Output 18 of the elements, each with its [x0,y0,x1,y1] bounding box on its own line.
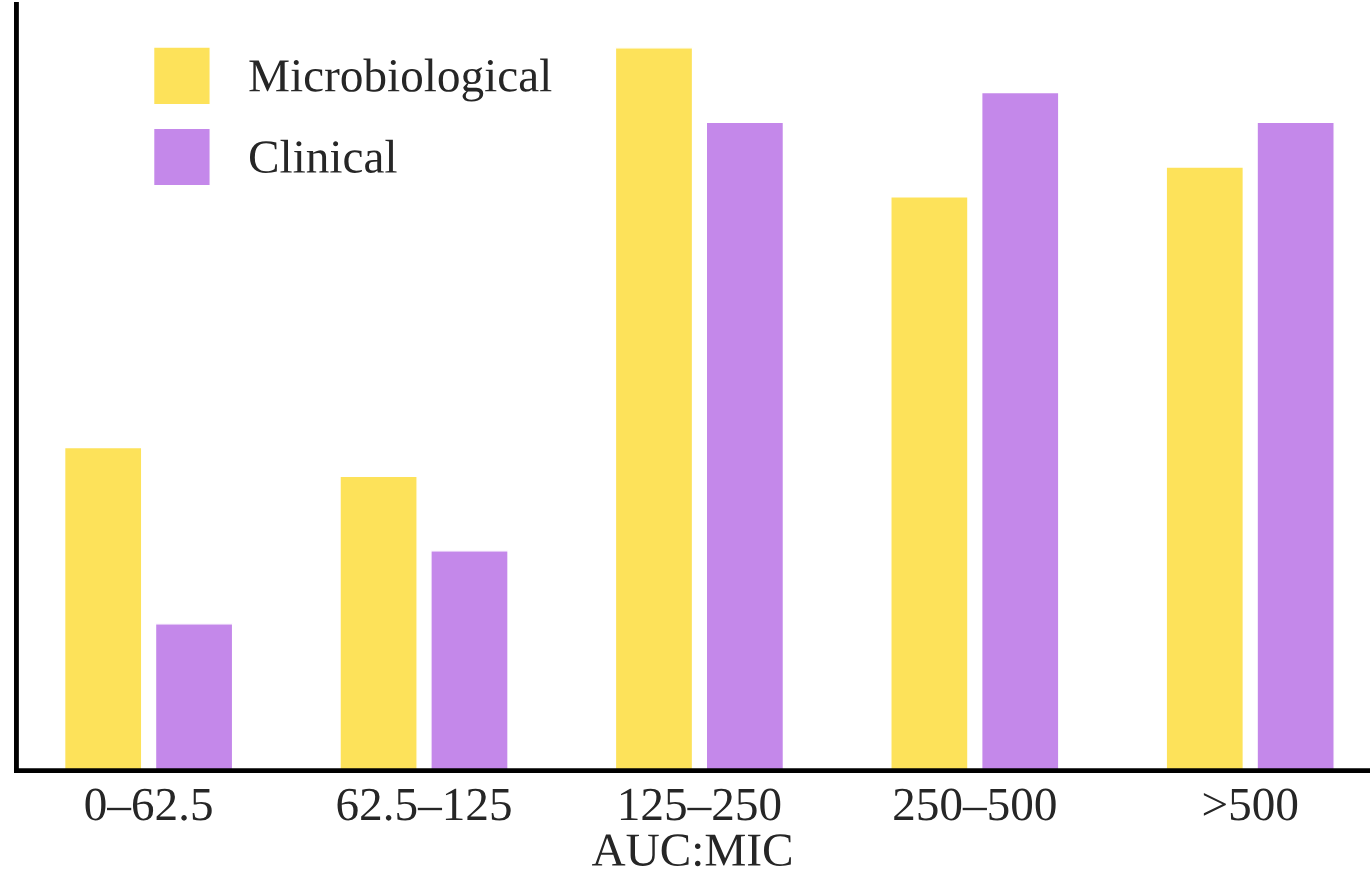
bar [614,47,694,771]
legend-label: Microbiological [249,58,552,102]
x-tick-label: 250–500 [894,788,1056,821]
bar [1256,121,1335,771]
bar [981,91,1060,771]
bar [430,550,509,771]
bar [63,446,143,771]
bar [1165,166,1245,771]
x-tick-label: >500 [1203,788,1298,821]
bar [339,475,418,771]
bar [890,196,969,771]
x-axis-title: AUC:MIC [591,834,791,867]
bar [705,121,785,771]
x-tick-label: 0–62.5 [85,788,212,821]
x-tick-label: 62.5–125 [337,788,511,821]
legend-label: Clinical [249,139,397,174]
bar [154,623,234,771]
x-tick-label: 125–250 [620,788,781,821]
